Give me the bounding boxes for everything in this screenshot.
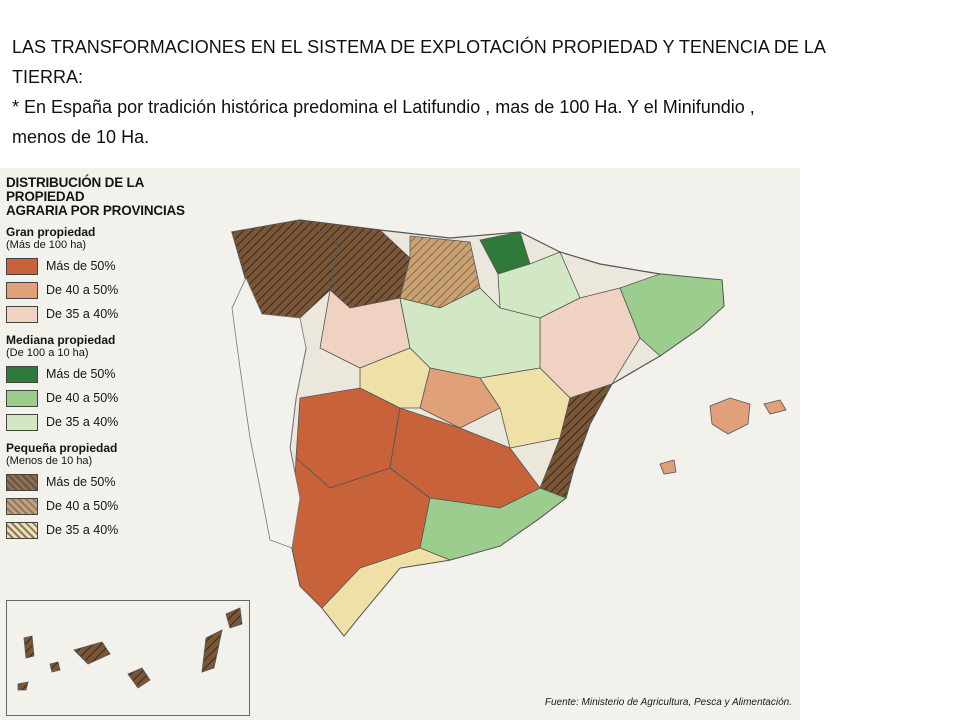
legend-label: Más de 50% bbox=[46, 475, 116, 489]
legend-item: De 35 a 40% bbox=[6, 410, 206, 434]
region-catalonia bbox=[619, 273, 725, 357]
legend-group-title: Mediana propiedad bbox=[6, 333, 116, 347]
legend-swatch bbox=[6, 497, 38, 515]
portugal-outline bbox=[231, 277, 307, 549]
region-toledo bbox=[359, 347, 431, 409]
legend-item: Más de 50% bbox=[6, 362, 206, 386]
canary-tenerife bbox=[73, 641, 111, 665]
legend-group-mediana: Mediana propiedad (De 100 a 10 ha) Más d… bbox=[6, 334, 206, 434]
slide-body-line-2: menos de 10 Ha. bbox=[12, 127, 150, 147]
canary-la-palma bbox=[23, 635, 35, 659]
legend-item: De 35 a 40% bbox=[6, 518, 206, 542]
legend-group-pequena: Pequeña propiedad (Menos de 10 ha) Más d… bbox=[6, 442, 206, 542]
legend-item: Más de 50% bbox=[6, 470, 206, 494]
slide-text-block: LAS TRANSFORMACIONES EN EL SISTEMA DE EX… bbox=[12, 32, 912, 152]
map-title-line-1: DISTRIBUCIÓN DE LA PROPIEDAD bbox=[6, 175, 144, 204]
legend-swatch bbox=[6, 281, 38, 299]
map-legend: DISTRIBUCIÓN DE LA PROPIEDAD AGRARIA POR… bbox=[6, 176, 206, 542]
map-title-line-2: AGRARIA POR PROVINCIAS bbox=[6, 203, 185, 218]
legend-item: De 40 a 50% bbox=[6, 386, 206, 410]
legend-label: De 40 a 50% bbox=[46, 283, 119, 297]
legend-swatch bbox=[6, 389, 38, 407]
legend-group-subtitle: (Menos de 10 ha) bbox=[6, 455, 93, 467]
legend-swatch bbox=[6, 257, 38, 275]
legend-item: De 40 a 50% bbox=[6, 494, 206, 518]
legend-item: De 40 a 50% bbox=[6, 278, 206, 302]
slide-heading-line-2: TIERRA: bbox=[12, 67, 84, 87]
canary-lanzarote bbox=[225, 607, 243, 629]
legend-swatch bbox=[6, 305, 38, 323]
legend-label: Más de 50% bbox=[46, 259, 116, 273]
legend-label: De 35 a 40% bbox=[46, 415, 119, 429]
legend-swatch bbox=[6, 473, 38, 491]
legend-label: De 40 a 50% bbox=[46, 499, 119, 513]
spain-map-svg bbox=[17, 219, 787, 691]
legend-group-subtitle: (Más de 100 ha) bbox=[6, 239, 87, 251]
legend-group-title: Pequeña propiedad bbox=[6, 441, 118, 455]
legend-label: De 35 a 40% bbox=[46, 307, 119, 321]
canary-gran-canaria bbox=[127, 667, 151, 689]
legend-item: Más de 50% bbox=[6, 254, 206, 278]
region-andalucia-coast bbox=[321, 547, 452, 637]
legend-item: De 35 a 40% bbox=[6, 302, 206, 326]
legend-swatch bbox=[6, 413, 38, 431]
canary-el-hierro bbox=[17, 681, 29, 691]
legend-group-title: Gran propiedad bbox=[6, 225, 96, 239]
legend-group-subtitle: (De 100 a 10 ha) bbox=[6, 347, 89, 359]
balearic-mallorca bbox=[709, 397, 751, 435]
legend-label: Más de 50% bbox=[46, 367, 116, 381]
legend-swatch bbox=[6, 365, 38, 383]
legend-label: De 40 a 50% bbox=[46, 391, 119, 405]
legend-group-gran: Gran propiedad (Más de 100 ha) Más de 50… bbox=[6, 226, 206, 326]
balearic-menorca bbox=[763, 399, 787, 415]
canary-islands-inset-frame bbox=[6, 600, 250, 716]
canary-fuerteventura bbox=[201, 629, 223, 673]
map-source-credit: Fuente: Ministerio de Agricultura, Pesca… bbox=[544, 697, 792, 708]
land-ownership-map-figure: DISTRIBUCIÓN DE LA PROPIEDAD AGRARIA POR… bbox=[0, 168, 800, 720]
legend-swatch bbox=[6, 521, 38, 539]
legend-label: De 35 a 40% bbox=[46, 523, 119, 537]
slide-body-line-1: * En España por tradición histórica pred… bbox=[12, 97, 755, 117]
canary-la-gomera bbox=[49, 661, 61, 673]
region-valencia bbox=[539, 383, 613, 499]
slide-heading-line-1: LAS TRANSFORMACIONES EN EL SISTEMA DE EX… bbox=[12, 37, 826, 57]
balearic-ibiza bbox=[659, 459, 677, 475]
